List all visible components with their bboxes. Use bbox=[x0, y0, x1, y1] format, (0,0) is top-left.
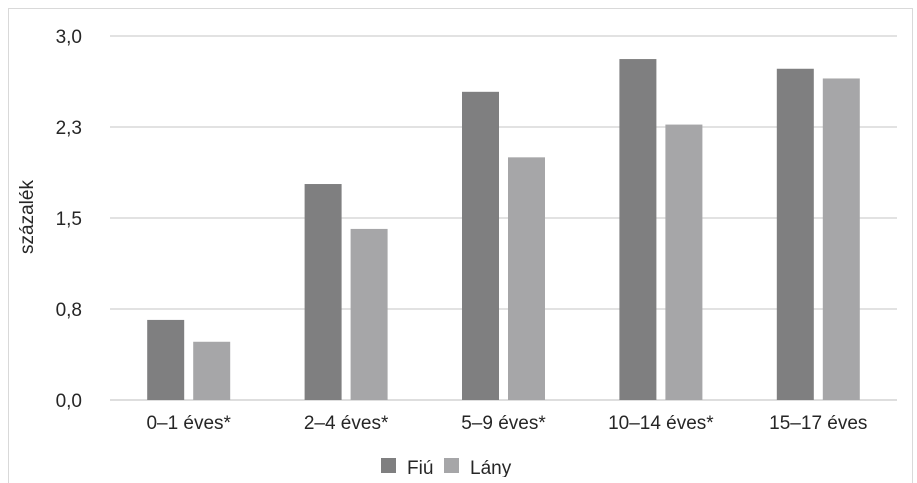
chart-frame bbox=[8, 8, 913, 483]
x-tick-label: 10–14 éves* bbox=[608, 413, 714, 434]
bars bbox=[147, 59, 860, 401]
legend: Fiú Lány bbox=[381, 458, 512, 477]
bar-fiu-0 bbox=[147, 319, 185, 400]
legend-label-fiu: Fiú bbox=[407, 458, 433, 477]
bar-fiu-2 bbox=[462, 91, 499, 401]
bar-lany-4 bbox=[822, 78, 860, 400]
y-tick-label: 0,0 bbox=[56, 391, 82, 412]
x-tick-label: 2–4 éves* bbox=[304, 413, 389, 434]
y-tick-label: 0,8 bbox=[56, 300, 82, 321]
x-tick-label: 15–17 éves bbox=[769, 413, 867, 434]
bar-lany-2 bbox=[508, 157, 545, 400]
x-axis-ticks: 0–1 éves* 2–4 éves* 5–9 éves* 10–14 éves* 15… bbox=[146, 413, 867, 434]
legend-label-lany: Lány bbox=[470, 458, 512, 477]
y-tick-label: 1,5 bbox=[56, 209, 82, 230]
bar-lany-0 bbox=[193, 341, 231, 400]
legend-swatch-lany bbox=[444, 458, 459, 473]
y-tick-label: 3,0 bbox=[56, 27, 82, 48]
gridlines bbox=[110, 35, 897, 401]
bar-fiu-1 bbox=[304, 184, 342, 400]
y-tick-label: 2,3 bbox=[56, 118, 82, 139]
x-tick-label: 5–9 éves* bbox=[461, 413, 546, 434]
bar-fiu-4 bbox=[776, 68, 814, 400]
legend-swatch-fiu bbox=[381, 458, 396, 473]
y-axis-ticks: 0,0 0,8 1,5 2,3 3,0 bbox=[56, 27, 82, 412]
y-axis-title: százalék bbox=[17, 180, 38, 254]
x-tick-label: 0–1 éves* bbox=[146, 413, 231, 434]
bar-fiu-3 bbox=[619, 59, 657, 400]
bar-lany-1 bbox=[350, 228, 388, 400]
bar-lany-3 bbox=[665, 124, 703, 400]
